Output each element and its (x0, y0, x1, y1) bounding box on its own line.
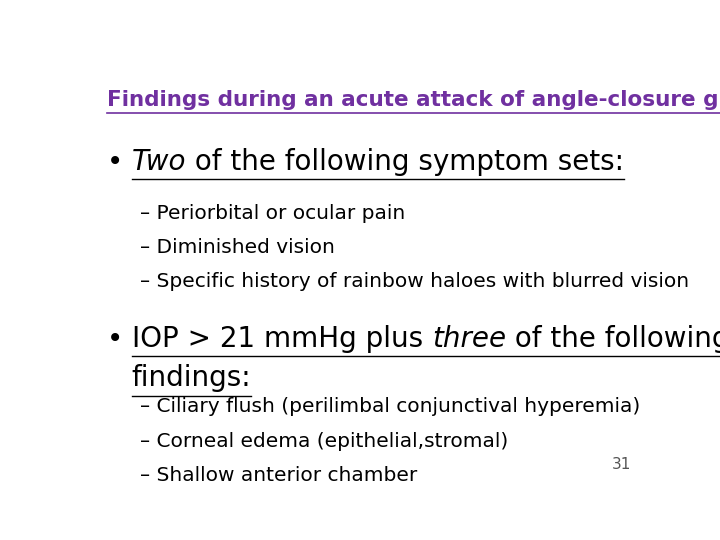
Text: – Ciliary flush (perilimbal conjunctival hyperemia): – Ciliary flush (perilimbal conjunctival… (140, 397, 641, 416)
Text: – Shallow anterior chamber: – Shallow anterior chamber (140, 465, 418, 484)
Text: •: • (107, 148, 123, 176)
Text: •: • (107, 325, 123, 353)
Text: 31: 31 (612, 457, 631, 472)
Text: Findings during an acute attack of angle-closure glaucoma: Findings during an acute attack of angle… (107, 90, 720, 110)
Text: of the following: of the following (506, 325, 720, 353)
Text: IOP > 21 mmHg plus: IOP > 21 mmHg plus (132, 325, 432, 353)
Text: findings:: findings: (132, 364, 251, 392)
Text: – Corneal edema (epithelial,stromal): – Corneal edema (epithelial,stromal) (140, 431, 508, 450)
Text: of the following symptom sets:: of the following symptom sets: (186, 148, 624, 176)
Text: – Specific history of rainbow haloes with blurred vision: – Specific history of rainbow haloes wit… (140, 272, 689, 291)
Text: – Periorbital or ocular pain: – Periorbital or ocular pain (140, 204, 405, 223)
Text: – Diminished vision: – Diminished vision (140, 238, 335, 257)
Text: Two: Two (132, 148, 186, 176)
Text: three: three (432, 325, 506, 353)
